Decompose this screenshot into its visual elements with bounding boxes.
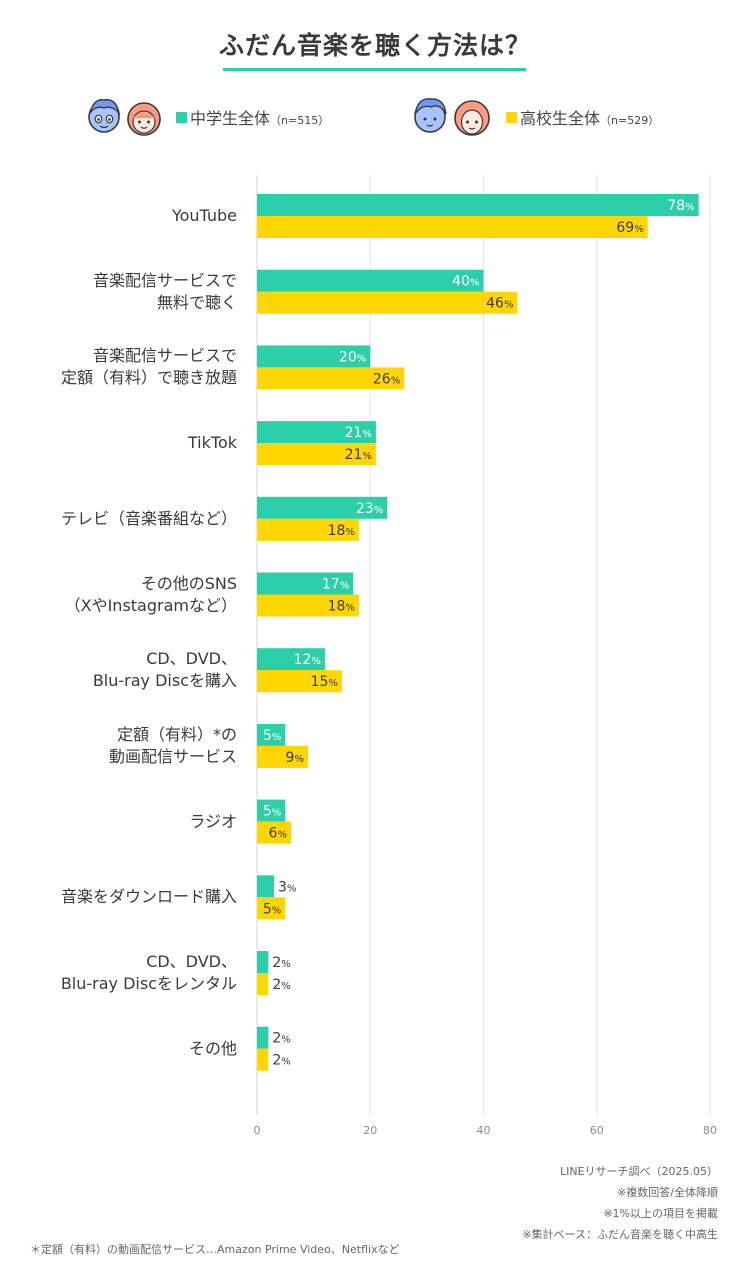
bar — [257, 443, 376, 466]
category-label-line: 音楽をダウンロード購入 — [60, 887, 237, 907]
bar — [257, 216, 648, 238]
category-label: その他 — [7, 1038, 237, 1060]
bar — [257, 745, 308, 768]
data-label: 21% — [345, 425, 372, 441]
source-notes: LINEリサーチ調べ（2025.05） ※複数回答/全体降順 ※1%以上の項目を… — [522, 1161, 718, 1245]
category-label-line: TikTok — [187, 433, 237, 453]
category-label: テレビ（音楽番組など） — [7, 508, 237, 530]
data-label: 12% — [294, 652, 321, 668]
category-label: 音楽配信サービスで 定額（有料）で聴き放題 — [7, 345, 237, 389]
data-label: 2% — [272, 1031, 290, 1047]
category-label-line: Blu-ray Discをレンタル — [60, 974, 237, 993]
category-label-line: 定額（有料）で聴き放題 — [60, 368, 237, 388]
category-label: ラジオ — [7, 811, 237, 833]
legend-swatch-senior — [506, 112, 517, 123]
data-label: 6% — [269, 826, 287, 842]
category-label-line: 動画配信サービス — [108, 746, 237, 766]
category-label: 音楽をダウンロード購入 — [7, 886, 237, 908]
bar — [257, 496, 388, 519]
data-label: 9% — [286, 750, 304, 766]
x-tick-label: 0 — [254, 1124, 261, 1137]
category-label: CD、DVD、 Blu-ray Discをレンタル — [7, 951, 237, 995]
category-label: TikTok — [7, 432, 237, 454]
x-tick-label: 80 — [703, 1124, 717, 1137]
data-label: 5% — [263, 804, 281, 820]
bar — [257, 648, 325, 671]
data-label: 18% — [328, 599, 355, 615]
bar — [257, 291, 518, 314]
category-label-line: 無料で聴く — [156, 292, 237, 312]
data-label: 40% — [452, 274, 479, 290]
bar — [257, 723, 286, 746]
bar — [257, 799, 286, 822]
bar — [257, 421, 376, 444]
category-label-line: 音楽配信サービスで — [92, 270, 237, 290]
source-note: ※複数回答/全体降順 — [617, 1186, 718, 1199]
data-label: 2% — [272, 955, 290, 971]
source-note: LINEリサーチ調べ（2025.05） — [559, 1165, 718, 1178]
data-label: 23% — [356, 501, 383, 517]
data-label: 2% — [272, 977, 290, 993]
source-note: ※集計ベース：ふだん音楽を聴く中高生 — [522, 1228, 718, 1241]
data-label: 20% — [339, 349, 366, 365]
category-label-line: その他のSNS — [140, 573, 237, 593]
data-label: 5% — [263, 901, 281, 917]
category-label-line: CD、DVD、 — [146, 649, 237, 669]
category-label-line: Blu-ray Discを購入 — [92, 671, 237, 691]
bar — [257, 951, 269, 973]
category-label: YouTube — [7, 205, 237, 227]
data-label: 69% — [616, 220, 643, 236]
category-label: CD、DVD、 Blu-ray Discを購入 — [7, 648, 237, 692]
bar — [257, 670, 342, 693]
data-label: 21% — [345, 447, 372, 463]
footnote: ＊定額（有料）の動画配信サービス…Amazon Prime Video、Netf… — [30, 1243, 400, 1256]
data-label: 78% — [667, 198, 694, 214]
data-label: 46% — [486, 296, 513, 312]
category-label-line: テレビ（音楽番組など） — [60, 508, 237, 528]
bar — [257, 518, 359, 541]
bar — [257, 345, 371, 368]
data-label: 17% — [322, 577, 349, 593]
data-label: 18% — [328, 523, 355, 539]
bar — [257, 897, 286, 920]
category-label-line: 音楽配信サービスで — [92, 346, 237, 366]
junior-students-icon — [88, 99, 161, 136]
bar — [257, 875, 274, 898]
x-tick-label: 40 — [477, 1124, 491, 1137]
legend-swatch-junior — [176, 112, 187, 123]
bar — [257, 367, 405, 390]
category-label: 音楽配信サービスで 無料で聴く — [7, 270, 237, 314]
data-label: 3% — [278, 879, 296, 895]
x-tick-label: 60 — [590, 1124, 604, 1137]
bar — [257, 269, 484, 292]
data-label: 5% — [263, 728, 281, 744]
category-label-line: CD、DVD、 — [146, 952, 237, 971]
category-label-line: YouTube — [171, 206, 237, 225]
title-underline — [223, 68, 526, 71]
source-note: ※1%以上の項目を掲載 — [603, 1207, 718, 1220]
x-tick-label: 20 — [363, 1124, 377, 1137]
senior-students-icon — [414, 98, 490, 136]
category-label: 定額（有料）*の 動画配信サービス — [7, 724, 237, 768]
bar — [257, 594, 359, 617]
legend-label-junior: 中学生全体（n=515） — [190, 109, 330, 128]
category-label-line: ラジオ — [189, 811, 237, 831]
category-label-line: 定額（有料）*の — [116, 724, 237, 744]
bar — [257, 1048, 269, 1071]
bar-chart: 0 20 40 60 8078%69%40%46%20%26%21%21%23%18%1… — [254, 175, 717, 1137]
legend-label-senior: 高校生全体（n=529） — [520, 109, 660, 128]
bar — [257, 194, 699, 216]
category-label-line: その他 — [188, 1038, 237, 1058]
bar — [257, 973, 269, 995]
chart-title: ふだん音楽を聴く方法は？ — [218, 31, 531, 60]
bar — [257, 821, 291, 844]
bar — [257, 1026, 269, 1049]
data-label: 2% — [272, 1053, 290, 1069]
bar — [257, 572, 354, 595]
data-label: 26% — [373, 371, 400, 387]
category-label: その他のSNS （XやInstagramなど） — [7, 573, 237, 617]
category-label-line: （XやInstagramなど） — [64, 595, 237, 615]
data-label: 15% — [311, 674, 338, 690]
